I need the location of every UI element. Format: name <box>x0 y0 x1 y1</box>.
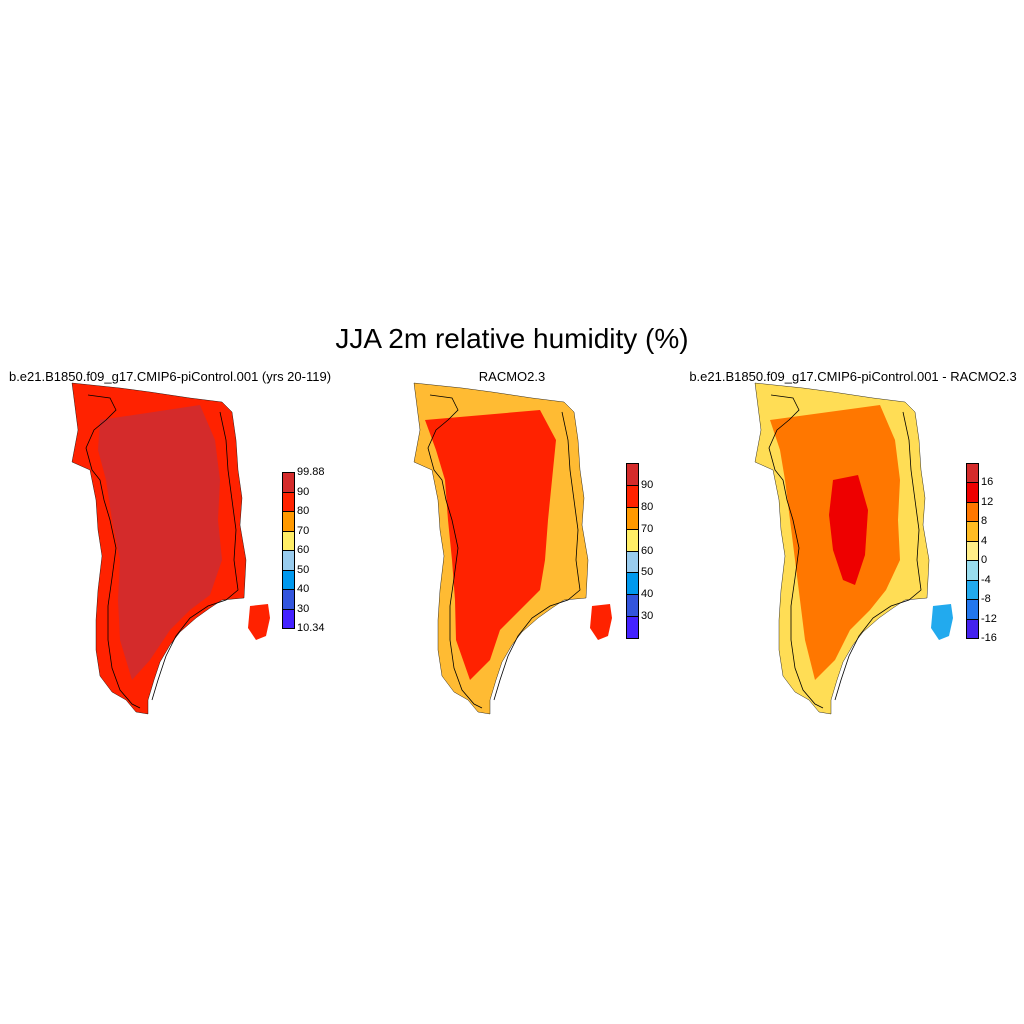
grid-edge <box>754 382 930 715</box>
colorbar-tick-label: 0 <box>981 554 988 567</box>
colorbar-tick-label: 4 <box>981 534 988 547</box>
figure-title: JJA 2m relative humidity (%) <box>335 323 689 354</box>
colorbar-swatch <box>966 560 979 581</box>
colorbar-tick-label: 50 <box>641 566 654 579</box>
colorbar-swatch <box>626 463 639 486</box>
colorbar-tick-label: 12 <box>981 495 994 508</box>
colorbar-swatch <box>282 530 295 551</box>
colorbar-swatch <box>966 501 979 523</box>
greenland-field-interior <box>425 410 556 680</box>
colorbar-tick-label: 40 <box>297 583 310 595</box>
colorbar-tick-label: 10.34 <box>297 622 325 634</box>
colorbar-swatch <box>626 506 639 530</box>
difference-core <box>829 475 868 585</box>
colorbar-tick-label: 8 <box>981 515 988 528</box>
colorbar-swatch <box>626 484 639 508</box>
colorbar-tick-label: 30 <box>297 602 310 615</box>
panel-title-racmo: RACMO2.3 <box>478 369 546 384</box>
colorbar-tick-label: 60 <box>641 544 654 557</box>
island-field <box>931 604 953 640</box>
colorbar-tick-label: 90 <box>641 478 654 491</box>
colorbar-tick-label: 30 <box>641 610 654 623</box>
colorbar-tick-label: 60 <box>297 544 310 556</box>
island-field <box>590 604 612 640</box>
colorbar-swatch <box>966 540 979 562</box>
colorbar-tick-label: 80 <box>641 500 654 513</box>
colorbar-swatch <box>282 589 295 610</box>
colorbar-tick-label: 99.88 <box>297 466 325 478</box>
colorbar-swatch <box>626 594 639 618</box>
panel-title-difference: b.e21.B1850.f09_g17.CMIP6-piControl.001 … <box>689 369 1017 384</box>
colorbar-tick-label: -12 <box>981 612 997 625</box>
colorbar-swatch <box>282 511 295 532</box>
map-panel-2 <box>754 382 953 715</box>
coastline <box>768 394 922 709</box>
colorbar-tick-label: 70 <box>297 524 310 537</box>
colorbar-tick-label: -8 <box>981 593 991 606</box>
colorbar-tick-label: -4 <box>981 573 991 586</box>
colorbar-tick-label: 40 <box>641 588 654 601</box>
colorbar-swatch <box>966 463 979 484</box>
grid-edge <box>71 382 247 715</box>
coastline <box>427 394 581 709</box>
colorbar-swatch <box>282 472 295 493</box>
grid-edge <box>413 382 589 715</box>
colorbar-swatch <box>966 618 979 639</box>
colorbar-swatch <box>626 550 639 574</box>
colorbar-swatch <box>966 579 979 601</box>
map-panel-1 <box>413 382 612 715</box>
colorbar-tick-label: 90 <box>297 485 310 498</box>
colorbar-tick-label: 50 <box>297 563 310 576</box>
colorbar-swatch <box>626 616 639 639</box>
colorbar-tick-label: 70 <box>641 522 654 535</box>
greenland-field-interior <box>98 405 222 680</box>
coastline <box>85 394 239 709</box>
colorbar-tick-label: -16 <box>981 632 997 644</box>
colorbar-swatch <box>282 608 295 629</box>
colorbar-swatch <box>282 550 295 571</box>
colorbar-swatch <box>626 528 639 552</box>
colorbar-swatch <box>282 491 295 512</box>
colorbar-swatch <box>282 569 295 590</box>
colorbar-swatch <box>966 482 979 503</box>
colorbar-swatch <box>966 599 979 620</box>
island-field <box>248 604 270 640</box>
colorbar-tick-label: 80 <box>297 505 310 517</box>
colorbar-tick-label: 16 <box>981 476 994 489</box>
colorbar-swatch <box>626 572 639 596</box>
map-panel-0 <box>71 382 270 715</box>
panel-title-model: b.e21.B1850.f09_g17.CMIP6-piControl.001 … <box>8 369 332 384</box>
colorbar-swatch <box>966 521 979 542</box>
